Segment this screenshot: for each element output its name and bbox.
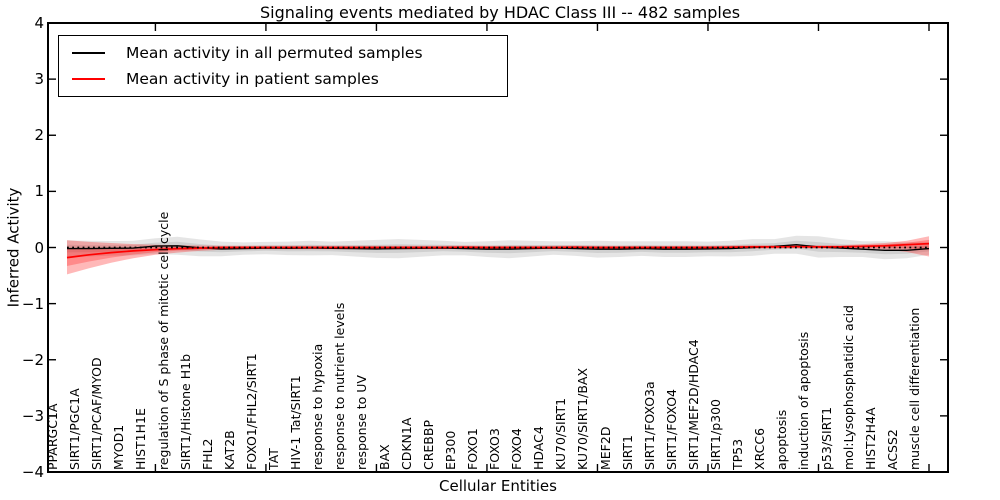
y-tick-label: −3 — [21, 406, 44, 425]
x-tick-label: SIRT1/FOXO4 — [663, 389, 679, 470]
x-tick-label: PPARGC1A — [45, 403, 60, 470]
x-tick-label: HDAC4 — [531, 426, 547, 470]
x-tick-label: response to UV — [354, 375, 370, 470]
x-tick-label: FOXO1 — [464, 428, 480, 470]
x-tick-label: muscle cell differentiation — [907, 307, 922, 470]
x-tick-label: FOXO4 — [509, 428, 525, 470]
legend-item-permuted: Mean activity in all permuted samples — [72, 44, 507, 62]
x-tick-label: SIRT1/Histone H1b — [177, 353, 193, 470]
x-tick-label: TAT — [266, 448, 282, 470]
x-axis-label: Cellular Entities — [439, 477, 557, 495]
x-tick-label: KU70/SIRT1/BAX — [575, 367, 591, 470]
x-tick-label: XRCC6 — [752, 427, 768, 470]
x-tick-label: CDKN1A — [398, 417, 414, 470]
y-tick-label: 3 — [34, 70, 44, 89]
legend: Mean activity in all permuted samples Me… — [58, 35, 508, 97]
x-tick-label: FHL2 — [199, 438, 215, 470]
x-tick-label: response to hypoxia — [310, 343, 326, 470]
legend-item-patient: Mean activity in patient samples — [72, 70, 507, 88]
x-tick-label: FOXO1/FHL2/SIRT1 — [243, 353, 259, 470]
y-tick-label: −1 — [21, 294, 44, 313]
x-tick-label: HIST1H1E — [133, 408, 149, 470]
y-tick-label: −2 — [21, 350, 44, 369]
y-tick-label: 2 — [34, 126, 44, 145]
x-tick-label: CREBBP — [420, 420, 436, 470]
x-tick-label: mol:Lysophosphatidic acid — [840, 305, 856, 470]
x-tick-label: SIRT1/PCAF/MYOD — [89, 357, 105, 470]
legend-label-patient: Mean activity in patient samples — [126, 70, 379, 88]
x-tick-label: SIRT1/FOXO3a — [641, 381, 657, 470]
legend-line-permuted-swatch — [72, 52, 105, 54]
chart-title: Signaling events mediated by HDAC Class … — [259, 3, 741, 22]
x-tick-label: apoptosis — [774, 409, 790, 470]
y-tick-label: 4 — [34, 14, 44, 32]
legend-line-patient-swatch — [72, 78, 105, 80]
x-tick-label: HIV-1 Tat/SIRT1 — [288, 375, 304, 470]
x-tick-label: ACSS2 — [884, 429, 900, 470]
x-tick-label: SIRT1/MEF2D/HDAC4 — [685, 339, 701, 470]
x-tick-label: KAT2B — [221, 430, 237, 470]
y-tick-label: −4 — [21, 463, 44, 481]
x-tick-label: response to nutrient levels — [332, 302, 348, 470]
x-tick-label: KU70/SIRT1 — [553, 397, 569, 470]
x-tick-label: induction of apoptosis — [796, 331, 812, 470]
x-tick-label: regulation of S phase of mitotic cell cy… — [155, 211, 171, 470]
legend-label-permuted: Mean activity in all permuted samples — [126, 44, 423, 62]
x-tick-label: TP53 — [730, 438, 746, 470]
x-tick-label: SIRT1/p300 — [708, 399, 724, 470]
x-tick-label: BAX — [376, 444, 392, 470]
x-tick-label: HIST2H4A — [862, 407, 878, 470]
x-tick-label: MEF2D — [597, 426, 613, 470]
x-tick-label: SIRT1 — [619, 435, 635, 470]
x-tick-label: SIRT1/PGC1A — [67, 388, 83, 470]
x-tick-label: FOXO3 — [487, 428, 503, 470]
y-tick-label: 0 — [34, 238, 44, 257]
y-tick-label: 1 — [34, 182, 44, 201]
x-tick-label: p53/SIRT1 — [818, 406, 834, 470]
x-tick-label: MYOD1 — [111, 424, 127, 470]
patient-std-band — [67, 236, 929, 275]
x-tick-label: EP300 — [442, 430, 458, 470]
